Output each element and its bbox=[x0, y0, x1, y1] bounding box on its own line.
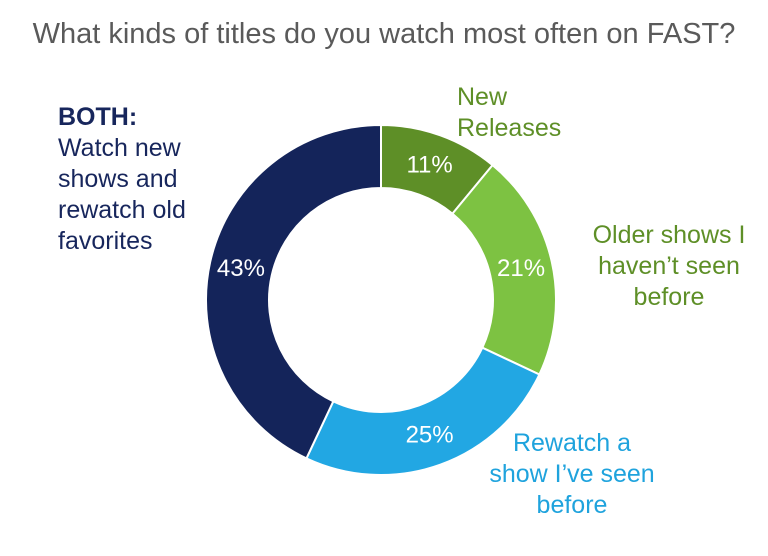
label-line: haven’t seen bbox=[598, 252, 740, 280]
label-line: before bbox=[536, 491, 608, 519]
label-line: Watch new bbox=[58, 134, 181, 162]
label-new-releases: New Releases bbox=[457, 82, 561, 144]
label-line: show I’ve seen bbox=[489, 460, 655, 488]
pct-rewatch: 25% bbox=[406, 422, 454, 449]
label-line: before bbox=[633, 283, 705, 311]
label-line: Releases bbox=[457, 114, 562, 142]
label-line: favorites bbox=[58, 227, 153, 255]
label-lead: BOTH: bbox=[58, 103, 138, 131]
pct-new-releases: 11% bbox=[406, 151, 452, 178]
slice-both bbox=[205, 123, 382, 460]
pct-both: 43% bbox=[217, 255, 265, 282]
label-line: New bbox=[457, 83, 508, 111]
label-line: rewatch old bbox=[58, 196, 186, 224]
label-rewatch: Rewatch a show I’ve seen before bbox=[478, 428, 666, 521]
label-line: Older shows I bbox=[592, 221, 746, 249]
pct-older-shows: 21% bbox=[497, 255, 545, 282]
slice-rewatch bbox=[305, 346, 541, 476]
label-both: BOTH: Watch new shows and rewatch old fa… bbox=[58, 102, 186, 257]
label-older-shows: Older shows I haven’t seen before bbox=[578, 220, 760, 313]
label-line: Rewatch a bbox=[512, 429, 632, 457]
chart-title: What kinds of titles do you watch most o… bbox=[32, 18, 736, 50]
label-line: shows and bbox=[58, 165, 178, 193]
